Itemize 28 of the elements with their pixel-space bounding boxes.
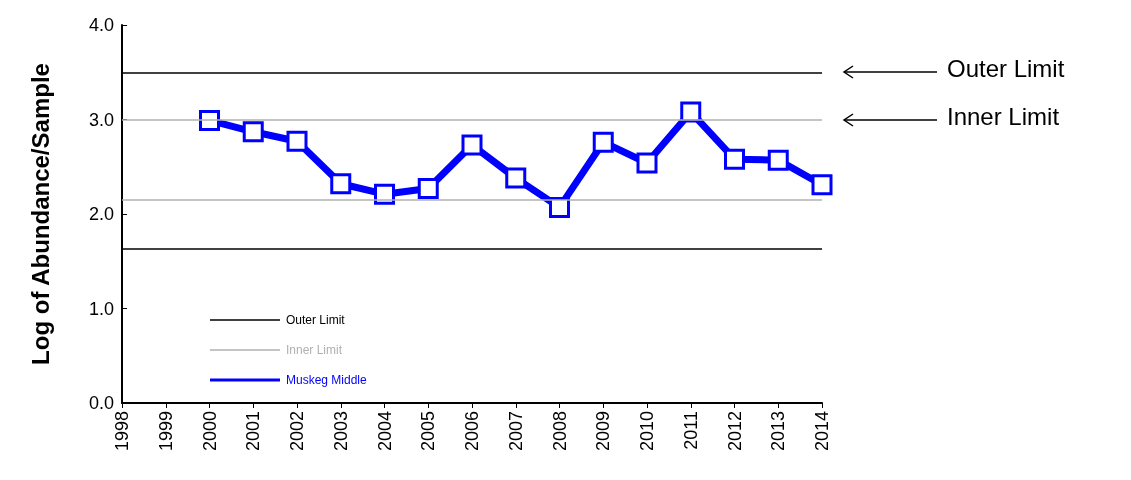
x-tick-label: 2002 xyxy=(287,411,307,452)
y-tick-label: 2.0 xyxy=(88,204,114,224)
x-tick-label: 2014 xyxy=(812,411,832,452)
x-tick-label: 2004 xyxy=(374,411,395,452)
text: Outer Limit xyxy=(947,54,1065,84)
x-tick-label: 2007 xyxy=(505,411,526,452)
x-tick-label: 2013 xyxy=(768,411,789,452)
ref-line-label: Inner Limit xyxy=(286,343,343,357)
x-tick-label: 2009 xyxy=(593,411,614,452)
y-tick-label: 0.0 xyxy=(88,393,114,413)
x-tick-label: 2001 xyxy=(243,411,264,452)
x-tick-label: 2003 xyxy=(330,411,351,452)
x-tick-label: 1999 xyxy=(155,411,176,452)
ref-line-label: Outer Limit xyxy=(286,313,345,327)
x-tick-label: 2008 xyxy=(549,411,570,452)
x-tick-label: 1998 xyxy=(112,411,132,452)
x-tick-label: 2011 xyxy=(680,411,701,450)
x-tick-label: 2010 xyxy=(637,411,657,452)
y-tick-label: 3.0 xyxy=(88,109,114,130)
text: Inner Limit xyxy=(947,102,1060,132)
text: Muskeg Middle xyxy=(286,373,367,387)
y-axis-title: Log of Abundance/Sample xyxy=(26,63,54,365)
x-tick-label: 2000 xyxy=(199,411,220,452)
x-tick-label: 2006 xyxy=(462,411,482,452)
y-tick-label: 1.0 xyxy=(88,298,114,319)
y-tick-label: 4.0 xyxy=(88,15,114,35)
x-tick-label: 2012 xyxy=(724,411,745,452)
x-tick-label: 2005 xyxy=(418,411,439,452)
